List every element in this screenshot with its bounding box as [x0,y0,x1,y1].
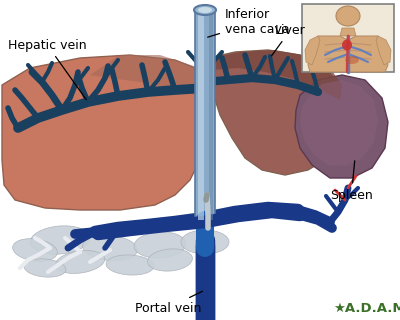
FancyBboxPatch shape [302,4,394,72]
Polygon shape [200,50,342,100]
Ellipse shape [181,230,229,254]
Polygon shape [376,36,391,65]
Text: Spleen: Spleen [330,161,373,202]
Ellipse shape [342,39,352,51]
Ellipse shape [106,255,154,275]
Ellipse shape [148,249,192,271]
Ellipse shape [13,239,57,261]
Text: Portal vein: Portal vein [135,291,202,315]
Ellipse shape [197,207,213,223]
Ellipse shape [30,226,90,254]
Polygon shape [305,36,320,65]
Text: Hepatic vein: Hepatic vein [8,38,87,100]
Polygon shape [295,75,388,178]
Ellipse shape [336,6,360,26]
Text: Liver: Liver [272,23,306,56]
Polygon shape [2,55,212,210]
Ellipse shape [55,251,105,273]
Text: ★A.D.A.M.: ★A.D.A.M. [333,301,400,315]
Bar [195,10,215,220]
Ellipse shape [134,232,186,258]
Text: Inferior
vena cava: Inferior vena cava [208,8,290,37]
Bar [209,10,213,220]
Ellipse shape [194,5,216,15]
Polygon shape [200,50,345,175]
Polygon shape [340,28,356,36]
Ellipse shape [345,56,359,64]
Ellipse shape [82,235,138,261]
Polygon shape [300,80,378,166]
Ellipse shape [198,7,212,13]
Ellipse shape [24,259,66,277]
Polygon shape [90,55,212,100]
Polygon shape [308,36,388,72]
Bar [198,10,204,220]
